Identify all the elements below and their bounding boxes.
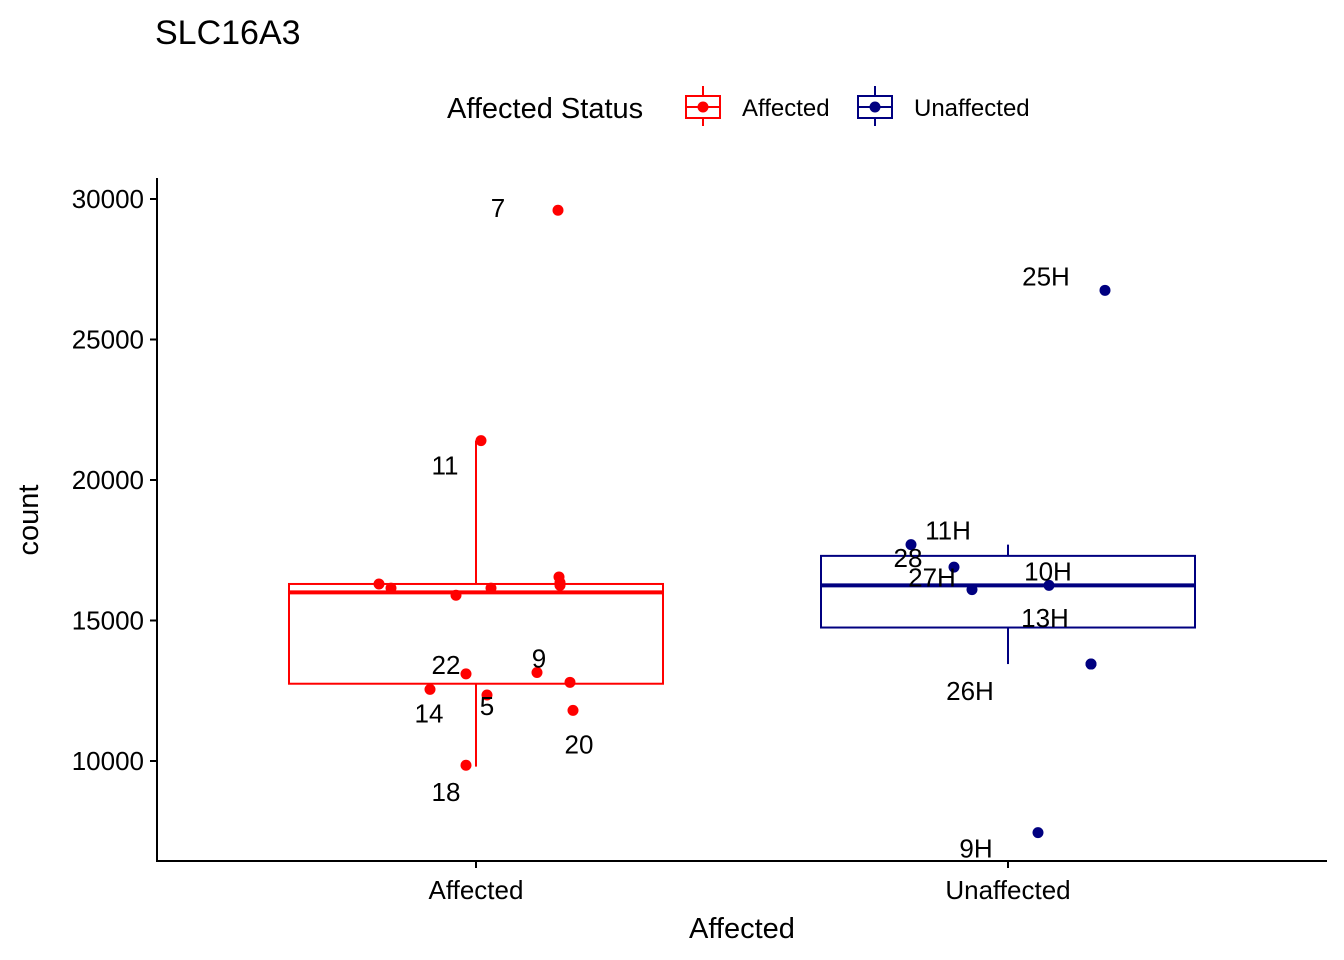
data-point	[948, 561, 960, 573]
data-point	[1032, 827, 1044, 839]
point-label: 11	[432, 451, 459, 481]
data-point	[373, 578, 385, 590]
data-point	[531, 666, 543, 678]
series-affected: 7 11 22 9 14 5 20 18	[288, 193, 664, 807]
y-tick-label: 20000	[72, 465, 144, 495]
legend-title: Affected Status	[447, 93, 643, 125]
data-point	[1043, 579, 1055, 591]
data-point	[552, 204, 564, 216]
data-point	[905, 539, 917, 551]
point-label: 26H	[946, 676, 994, 706]
box	[288, 582, 664, 685]
data-point	[485, 582, 497, 594]
data-point	[1085, 658, 1097, 670]
y-tick-label: 25000	[72, 325, 144, 355]
point-label: 7	[491, 193, 505, 223]
point-label: 9H	[959, 834, 992, 864]
x-tick-label: Affected	[429, 875, 524, 905]
data-point	[1099, 284, 1111, 296]
legend-label-affected: Affected	[742, 95, 830, 122]
data-point	[567, 704, 579, 716]
y-tick-label: 10000	[72, 746, 144, 776]
legend-key-affected-point	[697, 101, 709, 113]
legend-key-unaffected-point	[869, 101, 881, 113]
y-tick-label: 15000	[72, 606, 144, 636]
data-point	[481, 689, 493, 701]
point-label: 10H	[1024, 556, 1072, 586]
data-point	[966, 584, 978, 596]
data-point	[385, 582, 397, 594]
point-label: 18	[432, 777, 461, 807]
point-label: 20	[565, 729, 594, 759]
legend: Affected Status Affected Unaffected	[447, 86, 1030, 126]
data-point	[424, 683, 436, 695]
point-label: 25H	[1022, 261, 1070, 291]
x-axis-title: Affected	[689, 913, 795, 945]
legend-label-unaffected: Unaffected	[914, 95, 1030, 122]
legend-key-unaffected	[857, 86, 893, 126]
data-point	[460, 759, 472, 771]
box	[820, 554, 1196, 629]
data-point	[554, 579, 566, 591]
point-label: 22	[432, 650, 461, 680]
point-label: 5	[480, 691, 494, 721]
point-label: 27H	[908, 563, 956, 593]
y-ticks: 10000 15000 20000 25000 30000	[72, 184, 157, 776]
point-label: 28	[894, 543, 923, 573]
point-label: 14	[415, 698, 444, 728]
x-tick-label: Unaffected	[945, 875, 1070, 905]
data-point	[460, 668, 472, 680]
point-label: 11H	[925, 516, 971, 546]
point-label: 13H	[1021, 603, 1069, 633]
data-point	[450, 589, 462, 601]
x-ticks: Affected Unaffected	[429, 861, 1071, 905]
y-axis-title: count	[13, 485, 45, 556]
point-label: 9	[532, 643, 546, 673]
chart-title: SLC16A3	[155, 14, 301, 52]
data-point	[564, 676, 576, 688]
legend-key-affected	[685, 86, 721, 126]
y-tick-label: 30000	[72, 184, 144, 214]
data-point	[475, 435, 487, 447]
